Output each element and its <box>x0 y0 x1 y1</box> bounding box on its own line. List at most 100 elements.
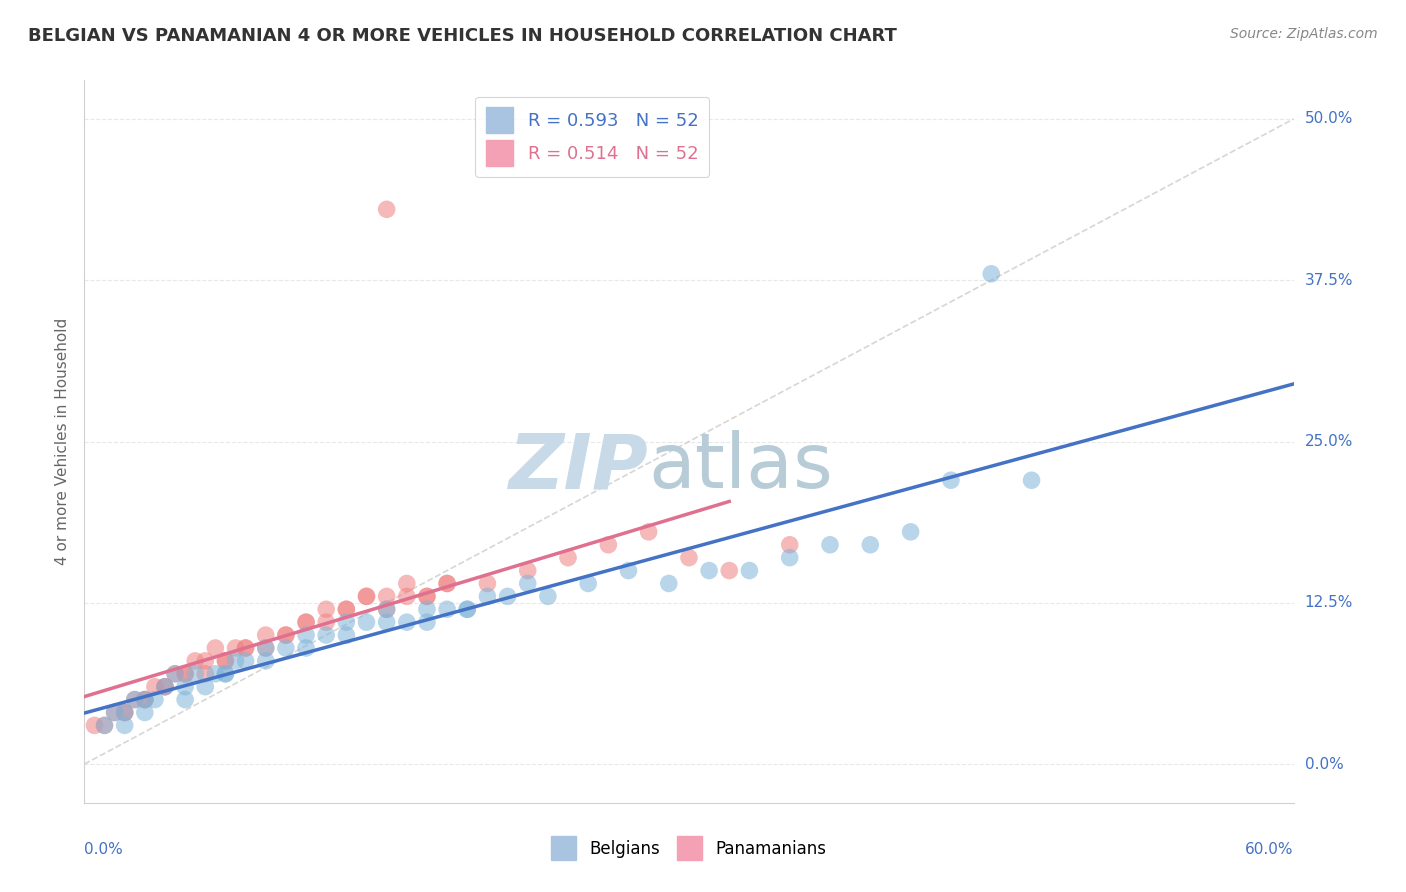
Point <box>153 680 176 694</box>
Point <box>335 602 357 616</box>
Point <box>254 640 277 655</box>
Point <box>678 550 700 565</box>
Point <box>274 640 297 655</box>
Point <box>165 666 187 681</box>
Point <box>295 615 318 630</box>
Point <box>114 718 136 732</box>
Point <box>194 680 217 694</box>
Point <box>153 680 176 694</box>
Point <box>254 640 277 655</box>
Point <box>637 524 659 539</box>
Point <box>718 564 741 578</box>
Point <box>235 640 257 655</box>
Point <box>153 680 176 694</box>
Point <box>174 666 197 681</box>
Point <box>416 590 439 604</box>
Point <box>235 640 257 655</box>
Point <box>295 615 318 630</box>
Point <box>818 538 841 552</box>
Point <box>375 590 398 604</box>
Text: Source: ZipAtlas.com: Source: ZipAtlas.com <box>1230 27 1378 41</box>
Point <box>214 654 236 668</box>
Point <box>174 680 197 694</box>
Point <box>335 602 357 616</box>
Point <box>124 692 146 706</box>
Text: 50.0%: 50.0% <box>1305 112 1353 127</box>
Point <box>204 666 226 681</box>
Point <box>779 550 801 565</box>
Point <box>165 666 187 681</box>
Point <box>939 473 962 487</box>
Point <box>274 628 297 642</box>
Point <box>375 615 398 630</box>
Point <box>516 576 538 591</box>
Point <box>416 590 439 604</box>
Point <box>143 680 166 694</box>
Point <box>184 654 207 668</box>
Point <box>194 666 217 681</box>
Point <box>416 615 439 630</box>
Text: BELGIAN VS PANAMANIAN 4 OR MORE VEHICLES IN HOUSEHOLD CORRELATION CHART: BELGIAN VS PANAMANIAN 4 OR MORE VEHICLES… <box>28 27 897 45</box>
Point <box>134 692 156 706</box>
Point <box>900 524 922 539</box>
Point <box>134 706 156 720</box>
Point <box>375 602 398 616</box>
Point <box>395 615 418 630</box>
Point <box>134 692 156 706</box>
Point <box>93 718 115 732</box>
Point <box>375 202 398 217</box>
Point <box>477 590 499 604</box>
Point <box>477 576 499 591</box>
Point <box>225 640 247 655</box>
Point <box>254 628 277 642</box>
Point <box>104 706 127 720</box>
Point <box>576 576 599 591</box>
Point <box>375 602 398 616</box>
Point <box>124 692 146 706</box>
Point <box>295 640 318 655</box>
Point <box>456 602 478 616</box>
Point <box>416 602 439 616</box>
Text: 60.0%: 60.0% <box>1246 842 1294 856</box>
Text: ZIP: ZIP <box>509 430 648 504</box>
Point <box>496 590 519 604</box>
Point <box>114 706 136 720</box>
Point <box>114 706 136 720</box>
Point <box>1021 473 1043 487</box>
Point <box>436 576 458 591</box>
Point <box>204 640 226 655</box>
Point <box>83 718 105 732</box>
Point <box>738 564 761 578</box>
Point <box>335 615 357 630</box>
Point <box>395 590 418 604</box>
Text: 37.5%: 37.5% <box>1305 273 1353 288</box>
Point <box>214 666 236 681</box>
Point <box>859 538 882 552</box>
Point <box>143 692 166 706</box>
Point <box>617 564 640 578</box>
Point <box>436 602 458 616</box>
Point <box>194 654 217 668</box>
Point <box>335 628 357 642</box>
Text: 0.0%: 0.0% <box>1305 756 1343 772</box>
Point <box>93 718 115 732</box>
Text: 25.0%: 25.0% <box>1305 434 1353 449</box>
Point <box>516 564 538 578</box>
Point <box>235 654 257 668</box>
Point <box>598 538 620 552</box>
Point <box>174 692 197 706</box>
Point <box>436 576 458 591</box>
Legend: Belgians, Panamanians: Belgians, Panamanians <box>544 830 834 867</box>
Point <box>315 615 337 630</box>
Point <box>104 706 127 720</box>
Text: 0.0%: 0.0% <box>84 842 124 856</box>
Text: atlas: atlas <box>648 430 834 504</box>
Point <box>295 628 318 642</box>
Point <box>225 654 247 668</box>
Point <box>315 628 337 642</box>
Point <box>274 628 297 642</box>
Point <box>134 692 156 706</box>
Point <box>184 666 207 681</box>
Point <box>356 615 378 630</box>
Point <box>356 590 378 604</box>
